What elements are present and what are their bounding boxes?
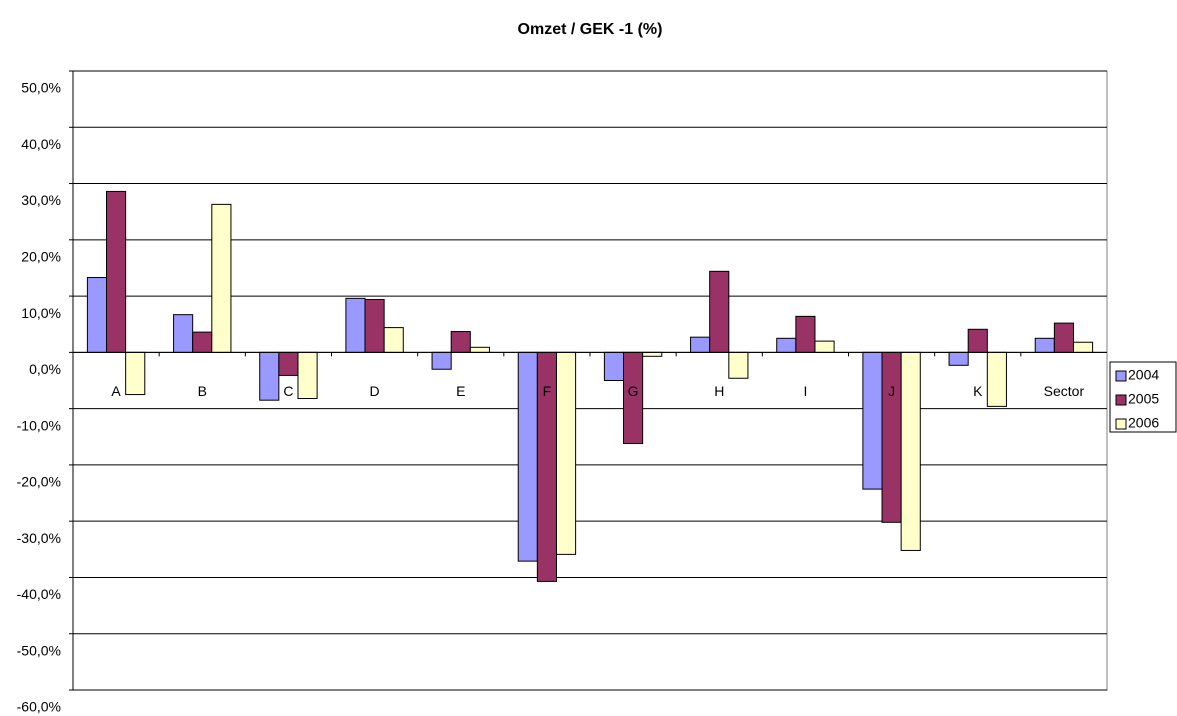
y-tick-label: -20,0% [17,474,61,490]
y-tick-label: 0,0% [29,361,61,377]
bar [297,351,318,400]
legend-swatch [1115,394,1127,406]
x-tick-label: G [628,383,639,399]
y-tick-label: -30,0% [17,530,61,546]
plot-area [72,70,1108,691]
legend-label: 2005 [1128,391,1159,407]
bar [709,270,730,353]
bar [1034,337,1055,353]
y-tick-label: -10,0% [17,417,61,433]
bar [173,314,194,353]
bar [383,327,404,353]
x-tick-label: D [370,383,380,399]
x-tick-label: H [714,383,724,399]
x-tick-label: K [973,383,983,399]
bar [1072,341,1094,353]
bar [555,351,577,555]
y-tick-label: 30,0% [21,192,61,208]
y-tick-label: 40,0% [21,136,61,152]
bar [278,351,299,376]
y-tick-label: -50,0% [17,642,61,658]
bar [967,328,988,353]
legend-swatch [1115,370,1127,382]
bar [642,351,663,357]
bar [690,336,711,353]
y-tick-label: -60,0% [17,699,61,715]
bar [259,351,280,401]
bar [211,203,232,353]
bar [345,297,366,353]
x-tick-label: Sector [1044,383,1085,399]
bar [450,331,471,353]
chart-title: Omzet / GEK -1 (%) [518,21,663,38]
bar [795,315,816,353]
bar [881,351,902,523]
bar [125,351,146,396]
bar [517,351,538,562]
x-tick-label: J [888,383,895,399]
bar [728,351,749,379]
legend-label: 2006 [1128,415,1159,431]
bar [192,331,213,353]
x-tick-label: I [803,383,807,399]
x-tick-label: A [111,383,121,399]
bar [364,298,385,353]
x-tick-label: B [198,383,207,399]
y-tick-label: 10,0% [21,305,61,321]
bar [1053,322,1074,353]
bar [776,337,797,353]
bar [814,340,835,353]
bar [106,190,127,353]
y-tick-label: -40,0% [17,586,61,602]
y-tick-label: 20,0% [21,249,61,265]
legend-label: 2004 [1128,367,1159,383]
x-tick-label: F [543,383,552,399]
x-tick-label: E [456,383,465,399]
bar [431,351,452,370]
y-tick-label: 50,0% [21,80,61,96]
bar [986,351,1007,407]
bar [948,351,969,366]
bar [469,346,490,353]
bar [862,351,883,490]
x-tick-label: C [283,383,293,399]
legend-swatch [1115,418,1127,430]
bar [86,277,108,353]
bar [603,351,625,382]
bar [900,351,921,551]
